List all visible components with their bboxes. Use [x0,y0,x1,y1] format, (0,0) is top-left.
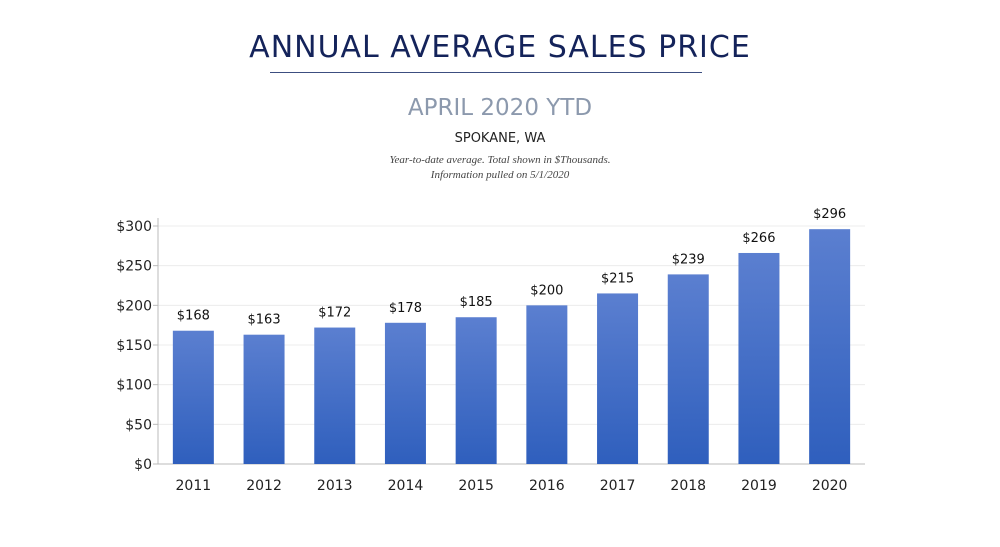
data-label: $200 [530,283,563,298]
note-line-2: Information pulled on 5/1/2020 [430,169,570,181]
bar-2011 [172,330,214,464]
data-label: $266 [742,231,775,246]
x-tick-label: 2012 [246,478,282,494]
bar-2018 [667,274,709,464]
y-tick-label: $150 [116,338,152,354]
x-tick-label: 2016 [529,478,565,494]
x-tick-label: 2019 [741,478,777,494]
location-label: SPOKANE, WA [454,131,546,146]
bar-2014 [384,322,426,464]
bar-2017 [597,293,639,464]
title-divider [270,72,702,73]
x-tick-label: 2018 [670,478,706,494]
data-label: $168 [177,309,210,324]
x-tick-label: 2020 [812,478,848,494]
x-tick-label: 2015 [458,478,494,494]
y-tick-label: $100 [116,378,152,394]
x-tick-label: 2011 [176,478,212,494]
bar-2012 [243,334,285,464]
y-tick-label: $50 [125,417,152,433]
y-tick-label: $0 [134,457,152,473]
data-label: $296 [813,207,846,222]
data-label: $172 [318,306,351,321]
data-label: $163 [248,313,281,328]
bar-2019 [738,252,780,464]
bar-2016 [526,305,568,464]
x-tick-label: 2017 [600,478,636,494]
chart-subtitle: APRIL 2020 YTD [407,95,593,121]
data-label: $239 [672,252,705,267]
data-label: $185 [460,295,493,310]
data-label: $178 [389,301,422,316]
chart-note: Year-to-date average. Total shown in $Th… [0,153,1000,183]
y-tick-label: $250 [116,259,152,275]
y-tick-label: $200 [116,298,152,314]
data-label: $215 [601,271,634,286]
bar-2020 [809,229,851,464]
bar-2015 [455,317,497,464]
page-title: ANNUAL AVERAGE SALES PRICE [249,30,751,65]
y-tick-label: $300 [116,219,152,235]
bar-2013 [314,327,356,464]
note-line-1: Year-to-date average. Total shown in $Th… [389,154,611,166]
x-tick-label: 2013 [317,478,353,494]
x-tick-label: 2014 [388,478,424,494]
